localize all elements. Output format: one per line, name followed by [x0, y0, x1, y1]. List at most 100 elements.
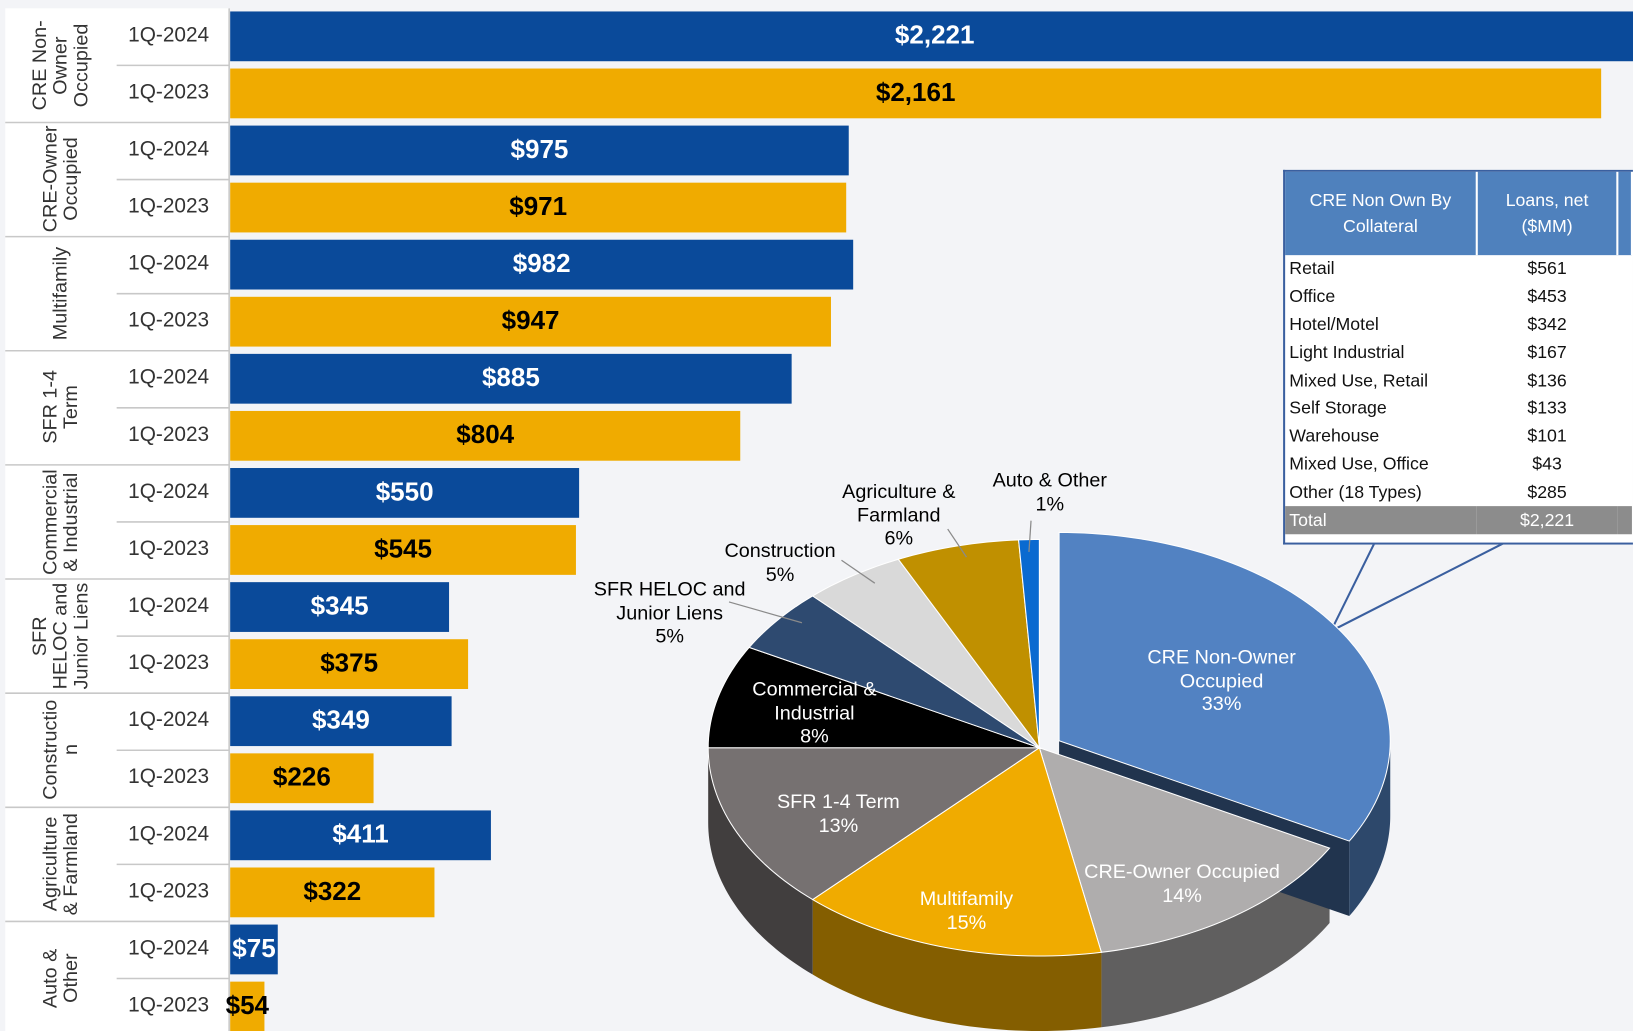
slice-label: Auto & Other 1%: [951, 442, 1149, 546]
group-label-wrap: Construction: [5, 693, 116, 807]
pie-slice: [897, 539, 1041, 750]
series-label: 1Q-2023: [128, 651, 209, 674]
group-label-box: SFR HELOC and Junior Liens: [5, 579, 116, 693]
group-label: CRE Non-Owner Occupied: [28, 20, 93, 111]
group-label-wrap: Commercial & Industrial: [5, 465, 116, 579]
slice-name: Commercial & Industrial: [752, 678, 877, 725]
bar-value-label: $2,161: [876, 77, 956, 107]
series-label: 1Q-2024: [128, 936, 209, 959]
table-row: Self Storage $133: [1285, 395, 1632, 423]
slice-percent: 14%: [1162, 885, 1202, 908]
pie-slice: [1038, 746, 1331, 953]
table-cell: Warehouse: [1289, 426, 1380, 446]
group-label-wrap: Agriculture & Farmland: [5, 807, 116, 921]
slice-percent: 33%: [1201, 693, 1242, 716]
slice-percent: 13%: [818, 815, 859, 838]
slice-name: Multifamily: [919, 888, 1014, 911]
bar: [230, 525, 576, 575]
series-label: 1Q-2023: [128, 537, 209, 560]
group-label: SFR 1-4 Term: [39, 370, 82, 445]
table-cell: $133: [1527, 398, 1567, 418]
leader-line: [947, 528, 967, 558]
table-cell-cut: [1617, 283, 1632, 311]
bar-value-label: $226: [273, 762, 331, 792]
slice-side: [1101, 848, 1330, 1028]
group-label-box: Construction: [5, 693, 116, 807]
slice-label: SFR HELOC and Junior Liens 5%: [571, 562, 769, 666]
slice-label: Agriculture & Farmland 6%: [800, 464, 998, 568]
bar: [230, 810, 491, 861]
group-label-wrap: SFR HELOC and Junior Liens: [5, 579, 116, 693]
group-label-wrap: Auto & Other: [5, 921, 116, 1031]
bar-value-label: $411: [332, 819, 388, 849]
slice-name: CRE Non-Owner Occupied: [1147, 646, 1296, 693]
series-label: 1Q-2024: [128, 137, 209, 160]
bar: [230, 68, 1602, 119]
table-row: Mixed Use, Office $43: [1285, 450, 1632, 478]
slice-side: [708, 747, 813, 975]
table-cell-cut: [1617, 395, 1632, 423]
table-row: Retail $561: [1285, 255, 1632, 283]
group-label-box: Commercial & Industrial: [5, 465, 116, 579]
bar-value-label: $885: [482, 362, 540, 392]
group-label-wrap: SFR 1-4 Term: [5, 351, 116, 465]
table-cell-cut: [1617, 367, 1632, 395]
group-label-box: CRE Non-Owner Occupied: [5, 8, 116, 122]
table-row: Warehouse $101: [1285, 423, 1632, 451]
table-cell: Mixed Use, Office: [1289, 454, 1429, 474]
table-row: Light Industrial $167: [1285, 339, 1632, 367]
pie-slice: [748, 595, 1040, 749]
collateral-table: CRE Non Own By Collateral Loans, net ($M…: [1285, 171, 1633, 535]
pie-slice: [1017, 538, 1040, 748]
bar-value-label: $971: [509, 191, 567, 221]
bar-value-label: $947: [502, 305, 560, 335]
slice-label: Commercial & Industrial 8%: [715, 662, 913, 766]
slice-label: CRE Non-Owner Occupied 33%: [1123, 630, 1321, 734]
pie-slice: [707, 646, 1040, 749]
bar: [230, 981, 265, 1031]
table-cell: Office: [1289, 286, 1336, 307]
bar: [230, 924, 278, 975]
group-label-box: Auto & Other: [5, 921, 116, 1031]
table-cell-cut: [1617, 339, 1632, 367]
group-label-box: Multifamily: [50, 247, 72, 340]
table-cell: Total: [1285, 506, 1477, 535]
group-label-wrap: CRE Non-Owner Occupied: [5, 8, 116, 122]
table-cell: Self Storage: [1289, 398, 1387, 418]
series-label: 1Q-2023: [128, 765, 209, 788]
series-label: 1Q-2023: [128, 879, 209, 902]
slice-label: CRE-Owner Occupied 14%: [1083, 833, 1281, 937]
bar: [230, 582, 450, 632]
slice-percent: 5%: [765, 564, 795, 587]
slice-name: SFR HELOC and Junior Liens: [593, 578, 746, 625]
bar-value-label: $545: [374, 533, 432, 563]
table-cell: Mixed Use, Retail: [1289, 370, 1429, 391]
leader-line: [728, 601, 803, 624]
bar: [230, 353, 792, 404]
leader-line: [841, 559, 876, 584]
bar-value-label: $975: [511, 134, 569, 164]
slice-label: Multifamily 15%: [868, 860, 1066, 964]
series-label: 1Q-2024: [128, 708, 209, 731]
slice-name: Auto & Other: [992, 469, 1107, 492]
slice-percent: 5%: [655, 626, 684, 649]
bar: [230, 296, 831, 347]
series-label: 1Q-2024: [128, 822, 209, 845]
table-cell: Retail: [1289, 258, 1335, 279]
table-header: CRE Non Own By Collateral: [1285, 171, 1478, 256]
group-label: Auto & Other: [39, 948, 82, 1008]
series-label: 1Q-2023: [128, 423, 209, 446]
bar-value-label: $349: [312, 705, 370, 735]
table-cell: $561: [1527, 258, 1567, 279]
pie-slice: [811, 746, 1103, 957]
slice-percent: 6%: [884, 528, 914, 551]
table: CRE Non Own By Collateral Loans, net ($M…: [1283, 169, 1633, 545]
series-label: 1Q-2023: [128, 994, 209, 1017]
series-label: 1Q-2024: [128, 252, 209, 275]
